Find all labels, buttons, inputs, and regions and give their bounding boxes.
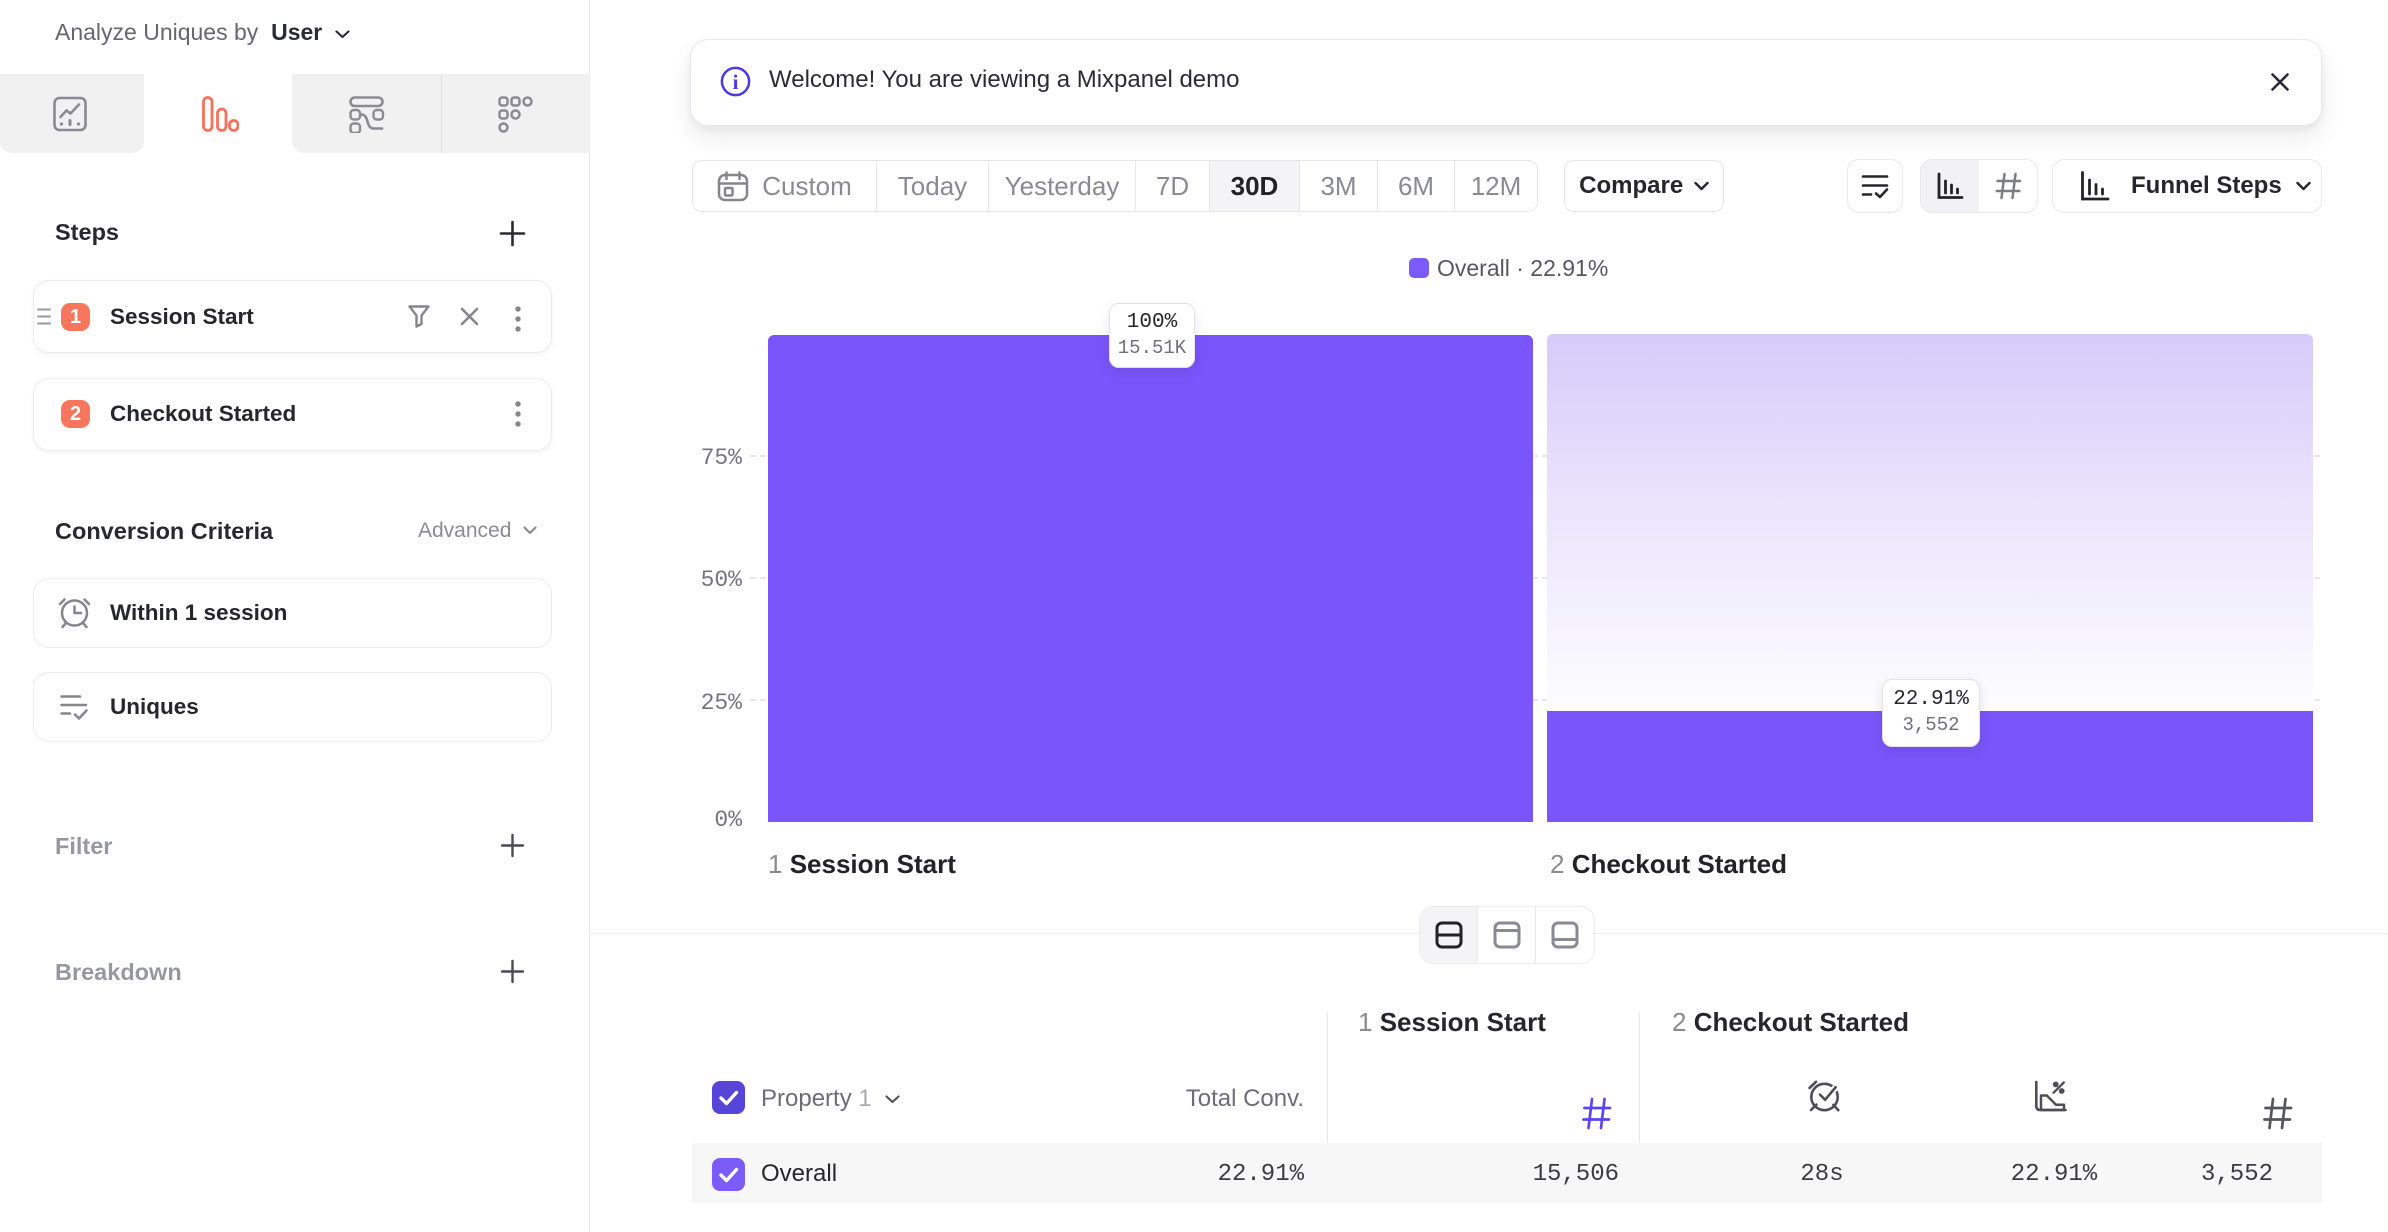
- svg-text:i: i: [733, 70, 739, 94]
